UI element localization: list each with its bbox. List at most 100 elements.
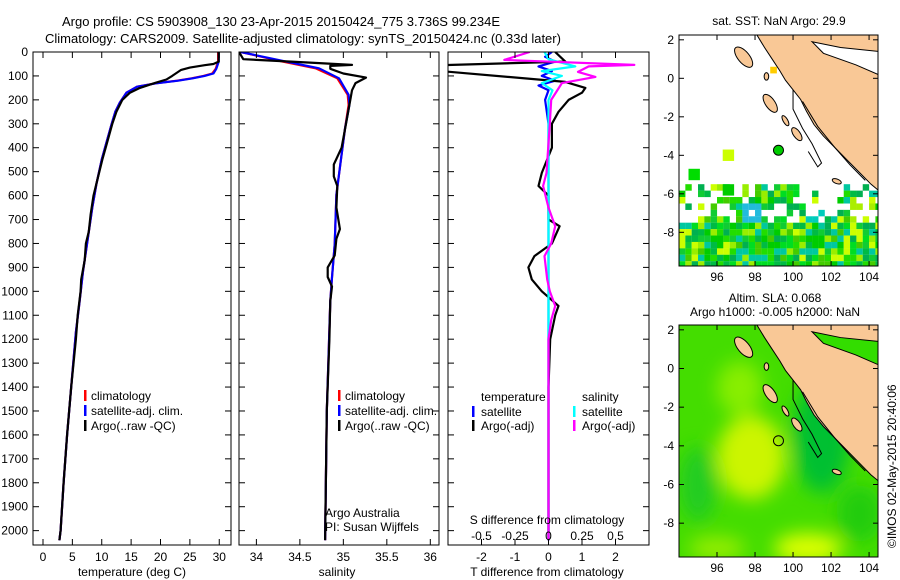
island [734,46,754,68]
lat-tick-label: 2 [667,323,674,337]
x-tick-label: 1 [579,550,586,564]
sst-pixel [818,209,825,217]
sst-pixel [843,197,851,204]
sst-pixel [729,235,737,243]
sst-pixel [679,254,686,262]
sst-pixel [685,203,692,210]
malacca-strait [810,330,878,366]
legend-satellite-swatch [84,405,87,416]
sla-map: Altim. SLA: 0.068 Argo h1000: -0.005 h20… [663,291,879,575]
sst-pixel [722,149,735,161]
sst-pixel [824,261,832,266]
malacca-strait [810,40,878,76]
sst-pixel [799,261,806,266]
sst-pixel [742,222,749,230]
s-difference-axis-label: S difference from climatology [470,513,625,527]
sst-pixel [688,168,700,181]
sst-pixel [774,241,781,249]
legend-t-satellite-label: satellite [481,405,522,419]
sst-pixel [818,261,825,266]
sst-pixel [767,197,775,204]
sst-pixel [850,261,857,266]
sst-pixel [869,261,876,266]
sst-pixel [812,261,819,266]
sst-pixel [812,229,819,236]
x2-tick-label: 0 [545,529,552,543]
sst-pixel [850,241,857,249]
sst-pixel [710,248,718,255]
sst-pixel [736,235,743,243]
legend-climatology-label: climatology [91,389,151,403]
sst-pixel [831,261,838,266]
sst-pixel [704,241,711,249]
sst-pixel [698,241,705,249]
sst-pixel [679,235,686,243]
sst-pixel [736,209,743,217]
sst-pixel [812,254,819,262]
bathymetry-contour [802,391,866,472]
sst-pixel [717,229,724,236]
sst-pixel [856,222,863,230]
sst-pixel [736,241,743,249]
sst-pixel [856,203,863,210]
legend-t-satellite-swatch [472,406,475,417]
x2-tick-label: -0.25 [501,529,529,543]
sst-pixel [824,216,832,223]
sst-pixel [875,203,878,210]
sst-pixel [723,222,730,230]
sst-pixel [742,241,749,249]
sst-pixel [774,197,781,204]
lat-tick-label: 0 [667,71,674,85]
sst-pixel [710,203,718,210]
sst-pixel [755,254,762,262]
sst-pixel [831,241,838,249]
sst-pixel [685,261,692,266]
sst-pixel [767,229,775,236]
sst-pixel [869,254,876,262]
sst-pixel [875,248,878,255]
sst-pixel [704,222,711,230]
sst-pixel [755,209,762,217]
sst-pixel [748,229,756,236]
sst-pixel [717,241,724,249]
sst-pixel [736,248,743,255]
sst-pixel [685,254,692,262]
sst-pixel [761,261,768,266]
lon-tick-label: 104 [859,270,879,284]
depth-tick-label: 1600 [1,428,28,442]
sst-pixel [691,254,699,262]
sst-pixel [831,235,838,243]
sst-pixel [824,229,832,236]
sst-pixel [774,248,781,255]
sst-pixel [704,229,711,236]
sst-pixel [793,235,800,243]
depth-tick-label: 700 [8,213,28,227]
sst-pixel [837,241,844,249]
sst-pixel [875,261,878,266]
sla-anomaly-blob [836,485,878,542]
sst-pixel [799,241,806,249]
sst-pixel [770,66,777,74]
sst-pixel [679,261,686,266]
legend-argo-label: Argo(..raw -QC) [91,419,176,433]
sst-pixel [723,197,730,204]
sst-pixel [805,261,813,266]
sst-pixel [774,229,781,236]
depth-tick-label: 600 [8,189,28,203]
depth-tick-label: 2000 [1,524,28,538]
sst-pixel [717,235,724,243]
sst-pixel [767,235,775,243]
series-argo-raw-qc- [58,52,220,541]
sumatra-land [756,325,878,482]
depth-tick-label: 0 [21,45,28,59]
sst-pixel [704,190,711,198]
depth-tick-label: 300 [8,117,28,131]
sst-pixel [698,222,705,230]
sst-pixel [774,235,781,243]
depth-tick-label: 800 [8,236,28,250]
lon-tick-label: 96 [710,561,724,575]
island [762,384,778,404]
bathymetry-contour [792,89,823,168]
series-satellite-adj-clim- [58,52,220,541]
sst-pixel [729,222,737,230]
